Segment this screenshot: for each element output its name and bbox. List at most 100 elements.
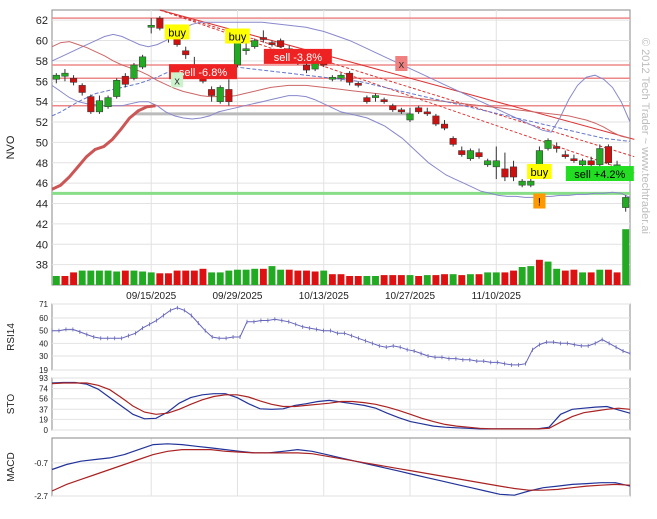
trade-marker-label: x: [174, 75, 180, 87]
price-tick-label: 62: [36, 15, 48, 27]
volume-bar: [380, 275, 388, 285]
volume-bar: [328, 274, 336, 285]
volume-bar: [587, 272, 595, 285]
volume-bar: [466, 274, 474, 285]
date-label: 09/15/2025: [126, 291, 176, 302]
macd-axis-label: MACD: [6, 452, 17, 481]
candle-body: [596, 148, 604, 166]
candle-body: [380, 99, 388, 102]
trade-marker-bg: [164, 24, 190, 40]
volume-bar: [346, 276, 354, 285]
candle-body: [182, 50, 190, 56]
macd-tick-label: -0.7: [34, 459, 48, 468]
volume-bar: [294, 270, 302, 285]
candle-body: [139, 56, 147, 68]
trade-marker-label: sell +4.2%: [574, 169, 625, 181]
volume-bar: [544, 261, 552, 285]
candle-body: [501, 168, 509, 178]
volume-bar: [561, 270, 569, 285]
volume-bar: [510, 270, 517, 285]
volume-bar: [415, 276, 423, 285]
candle-body: [527, 180, 535, 186]
trade-marker-bg: [225, 28, 250, 44]
volume-bar: [622, 229, 630, 285]
rsi-frame: [51, 303, 631, 371]
volume-bar: [518, 267, 526, 285]
price-frame: [51, 9, 631, 286]
candle-body: [354, 83, 362, 86]
volume-bar: [173, 270, 181, 285]
volume-bar: [553, 268, 561, 285]
volume-bar: [397, 275, 405, 285]
price-tick-label: 50: [36, 137, 48, 149]
price-tick-label: 46: [36, 178, 48, 190]
volume-bar: [165, 273, 172, 285]
trade-marker-bg: [527, 163, 552, 179]
sto-tick-label: 19: [39, 415, 48, 424]
price-tick-label: 48: [36, 158, 48, 170]
volume-bar: [182, 270, 190, 285]
volume-bar: [251, 268, 259, 285]
candle-body: [544, 140, 552, 149]
candle-body: [242, 48, 250, 51]
volume-bar: [423, 275, 431, 285]
trade-marker-bg: [565, 166, 634, 182]
trade-marker-label: buy: [168, 27, 186, 39]
candle-body: [216, 87, 224, 102]
moving-average-slow-line: [51, 41, 631, 139]
candle-body: [518, 180, 526, 186]
sto-fast-line: [51, 381, 631, 430]
candle-body: [587, 160, 595, 166]
volume-bar: [52, 276, 60, 285]
candle-body: [147, 25, 155, 28]
date-label: 10/27/2025: [385, 291, 435, 302]
trade-marker-label: sell -6.8%: [179, 67, 228, 79]
volume-bar: [492, 272, 500, 285]
candle-body: [130, 64, 138, 79]
volume-bar: [147, 272, 155, 285]
candle-body: [346, 72, 354, 83]
trendline: [159, 9, 635, 174]
volume-bar: [527, 266, 535, 285]
rsi-panel: 19 30 40 50 60 71 RSI14: [6, 300, 631, 375]
candle-body: [277, 40, 285, 47]
rsi-axis-label: RSI14: [6, 323, 17, 351]
volume-bar: [277, 269, 285, 285]
watermark: © 2012 Tech Trader ~ www.techtrader.ai: [639, 38, 651, 234]
rsi-tick-label: 19: [39, 366, 48, 375]
candle-body: [484, 160, 492, 166]
candle-body: [259, 37, 267, 40]
candle-body: [449, 138, 457, 145]
sto-tick-label: 37: [39, 405, 48, 414]
rsi-tick-label: 40: [39, 339, 48, 348]
volume-bar: [363, 276, 371, 285]
volume-bar: [501, 272, 509, 285]
moving-average-fast-line: [51, 104, 156, 191]
candle-body: [337, 74, 345, 79]
volume-bar: [596, 269, 604, 285]
volume-bar: [78, 270, 86, 285]
candle-body: [406, 113, 414, 121]
candle-body: [70, 77, 78, 83]
price-tick-label: 60: [36, 36, 48, 48]
price-axis-label: NVO: [5, 135, 17, 159]
candle-body: [570, 158, 578, 161]
volume-bar: [406, 275, 414, 285]
candle-body: [579, 160, 587, 166]
price-tick-label: 42: [36, 219, 48, 231]
candle-body: [622, 197, 630, 208]
candle-body: [432, 115, 440, 125]
sto-tick-label: 0: [44, 426, 49, 435]
candle-body: [328, 76, 336, 80]
price-tick-label: 40: [36, 239, 48, 251]
candle-body: [415, 107, 423, 113]
candle-body: [104, 97, 112, 108]
volume-bar: [303, 270, 310, 285]
macd-macd-line: [51, 443, 631, 496]
date-label: 11/10/2025: [472, 291, 522, 302]
trade-marker-label: sell -3.8%: [274, 52, 323, 64]
candle-body: [251, 40, 259, 47]
candle-body: [440, 123, 449, 129]
